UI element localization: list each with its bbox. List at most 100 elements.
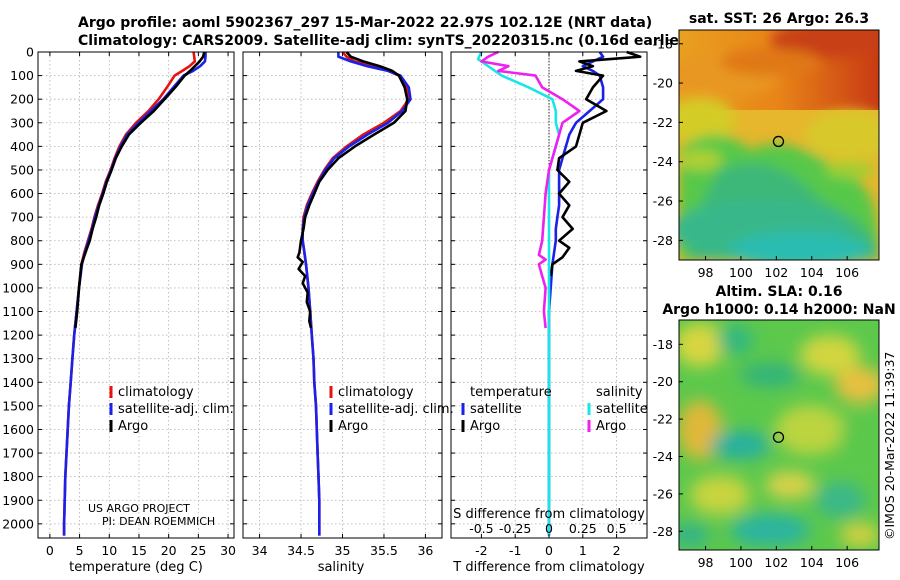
difference-xlabel-s: S difference from climatology	[453, 507, 645, 522]
difference-panel: -2 -1 0 1 2 -0.5 -0.25 0 0.25 0.5 T difference fr…	[450, 50, 648, 575]
series-line-t-argo	[549, 50, 642, 277]
x-tick-label: 0	[545, 543, 553, 558]
y-tick-label: 800	[10, 233, 34, 248]
map-x-tick-label: 100	[729, 265, 753, 280]
sla-map-title-line1: Altim. SLA: 0.16	[715, 284, 842, 300]
series-line-argo	[296, 51, 409, 329]
s-tick-label: -0.25	[499, 521, 531, 536]
sst-map-argo-marker	[772, 135, 785, 148]
map-y-tick-label: -20	[653, 374, 673, 389]
x-tick-label: 30	[220, 543, 236, 558]
y-tick-label: 1900	[2, 493, 34, 508]
map-x-tick-label: 104	[800, 555, 824, 570]
map-y-tick-label: -26	[653, 486, 673, 501]
y-tick-label: 1500	[2, 398, 34, 413]
map-y-tick-label: -18	[653, 36, 673, 51]
x-tick-label: 1	[579, 543, 587, 558]
salinity-xlabel: salinity	[318, 560, 365, 575]
x-tick-label: 15	[131, 543, 147, 558]
sla-map-frame	[678, 319, 880, 551]
legend-label-t-argo: Argo	[470, 419, 500, 434]
copyright-timestamp: ©IMOS 20-Mar-2022 11:39:37	[882, 352, 897, 540]
s-tick-label: 0.5	[607, 521, 627, 536]
figure-title-line1: Argo profile: aoml 5902367_297 15-Mar-20…	[78, 15, 652, 31]
map-y-tick-label: -24	[653, 154, 673, 169]
series-line-argo	[74, 51, 206, 329]
temperature-xlabel: temperature (deg C)	[69, 560, 203, 575]
salinity-ticks: 34 34.5 35 35.5 36	[243, 51, 442, 558]
difference-lines	[476, 50, 642, 538]
salinity-panel: 34 34.5 35 35.5 36 salinity climatology sate…	[242, 51, 454, 575]
legend-header-salinity: salinity	[596, 385, 643, 400]
y-tick-label: 2000	[2, 516, 34, 531]
map-y-tick-label: -18	[653, 337, 673, 352]
map-y-tick-label: -22	[653, 412, 673, 427]
x-tick-label: -1	[509, 543, 521, 558]
difference-ticks: -2 -1 0 1 2 -0.5 -0.25 0 0.25 0.5	[451, 51, 647, 558]
sla-map-panel: Altim. SLA: 0.16 Argo h1000: 0.14 h2000:…	[653, 284, 896, 570]
legend-label-s-satellite: satellite	[596, 402, 648, 417]
map-y-tick-label: -20	[653, 76, 673, 91]
legend-header-temperature: temperature	[470, 385, 552, 400]
map-y-tick-label: -28	[653, 524, 673, 539]
x-tick-label: -2	[475, 543, 487, 558]
map-x-tick-label: 98	[698, 265, 714, 280]
y-tick-label: 900	[10, 257, 34, 272]
y-tick-label: 300	[10, 115, 34, 130]
temperature-grid	[38, 51, 234, 538]
difference-legend: temperature salinity satellite Argo sate…	[461, 385, 648, 434]
s-tick-label: 0.25	[569, 521, 597, 536]
map-x-tick-label: 104	[800, 265, 824, 280]
sla-map-title-line2: Argo h1000: 0.14 h2000: NaN	[662, 302, 895, 318]
x-tick-label: 25	[190, 543, 206, 558]
s-tick-label: 0	[545, 521, 553, 536]
map-y-tick-label: -26	[653, 194, 673, 209]
legend-label-s-argo: Argo	[596, 419, 626, 434]
sla-map-image	[679, 320, 879, 550]
y-tick-label: 400	[10, 139, 34, 154]
difference-xlabel-t: T difference from climatology	[452, 560, 645, 575]
x-tick-label: 2	[613, 543, 621, 558]
map-y-tick-label: -22	[653, 115, 673, 130]
legend-label-climatology: climatology	[338, 385, 414, 400]
sst-map-frame	[678, 29, 880, 261]
temperature-lines	[62, 51, 207, 536]
temperature-axes-frame	[37, 51, 235, 539]
y-tick-label: 1400	[2, 375, 34, 390]
salinity-legend: climatology satellite-adj. clim. Argo	[329, 385, 454, 434]
x-tick-label: 36	[417, 543, 433, 558]
y-tick-label: 500	[10, 162, 34, 177]
series-line-climatology	[62, 51, 197, 536]
legend-label-satellite-adj: satellite-adj. clim.	[338, 402, 454, 417]
sst-map-image	[679, 30, 879, 260]
y-tick-label: 700	[10, 210, 34, 225]
x-tick-label: 10	[101, 543, 117, 558]
x-tick-label: 34.5	[287, 543, 315, 558]
legend-label-t-satellite: satellite	[470, 402, 522, 417]
y-tick-label: 200	[10, 92, 34, 107]
temperature-ticks: 0100200300400500600700800900100011001200…	[2, 45, 236, 559]
y-tick-label: 1100	[2, 304, 34, 319]
salinity-grid	[243, 51, 442, 538]
legend-label-argo: Argo	[338, 419, 368, 434]
map-x-tick-label: 100	[729, 555, 753, 570]
temperature-panel: 0100200300400500600700800900100011001200…	[2, 45, 236, 576]
map-x-tick-label: 106	[835, 265, 859, 280]
y-tick-label: 1300	[2, 351, 34, 366]
x-tick-label: 20	[161, 543, 177, 558]
y-tick-label: 1200	[2, 328, 34, 343]
x-tick-label: 35	[335, 543, 351, 558]
y-tick-label: 1800	[2, 469, 34, 484]
series-line-s-argo	[480, 50, 581, 329]
y-tick-label: 1600	[2, 422, 34, 437]
series-line-satellite-adj-clim-	[301, 52, 412, 536]
temperature-legend: climatology satellite-adj. clim. Argo	[109, 385, 234, 434]
figure-title-line2: Climatology: CARS2009. Satellite-adj cli…	[78, 33, 692, 49]
project-credit: US ARGO PROJECT	[88, 502, 190, 515]
sla-map-argo-marker	[772, 431, 785, 443]
x-tick-label: 0	[46, 543, 54, 558]
s-tick-label: -0.5	[469, 521, 493, 536]
series-line-s-satellite	[476, 51, 561, 536]
sla-map-ticks: 98 100 102 104 106 -18 -20 -22 -24 -26 -28	[653, 337, 860, 570]
map-x-tick-label: 106	[835, 555, 859, 570]
